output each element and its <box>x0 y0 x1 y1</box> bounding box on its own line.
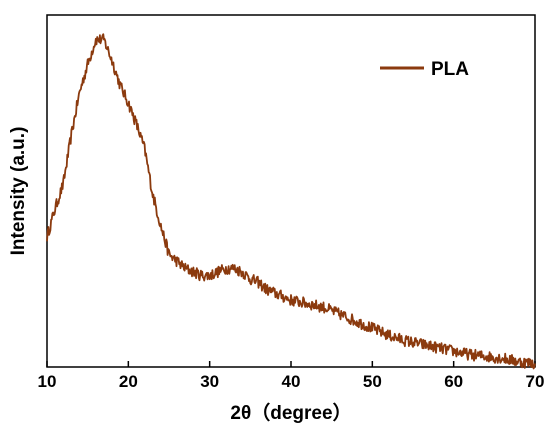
plot-area <box>46 14 536 368</box>
y-axis-label: Intensity (a.u.) <box>8 127 29 256</box>
x-axis-tick-labels: 10 20 30 40 50 60 70 <box>38 372 545 391</box>
x-tick-label-20: 20 <box>119 372 138 391</box>
series-line-pla <box>46 33 536 370</box>
x-tick-label-30: 30 <box>200 372 219 391</box>
x-tick-label-60: 60 <box>444 372 463 391</box>
legend-label-pla: PLA <box>431 59 469 80</box>
x-tick-label-70: 70 <box>526 372 545 391</box>
x-tick-label-50: 50 <box>363 372 382 391</box>
x-axis-label: 2θ（degree） <box>230 401 351 424</box>
x-tick-label-10: 10 <box>38 372 57 391</box>
x-tick-label-40: 40 <box>282 372 301 391</box>
x-axis-ticks <box>46 361 536 367</box>
legend: PLA <box>380 59 469 80</box>
